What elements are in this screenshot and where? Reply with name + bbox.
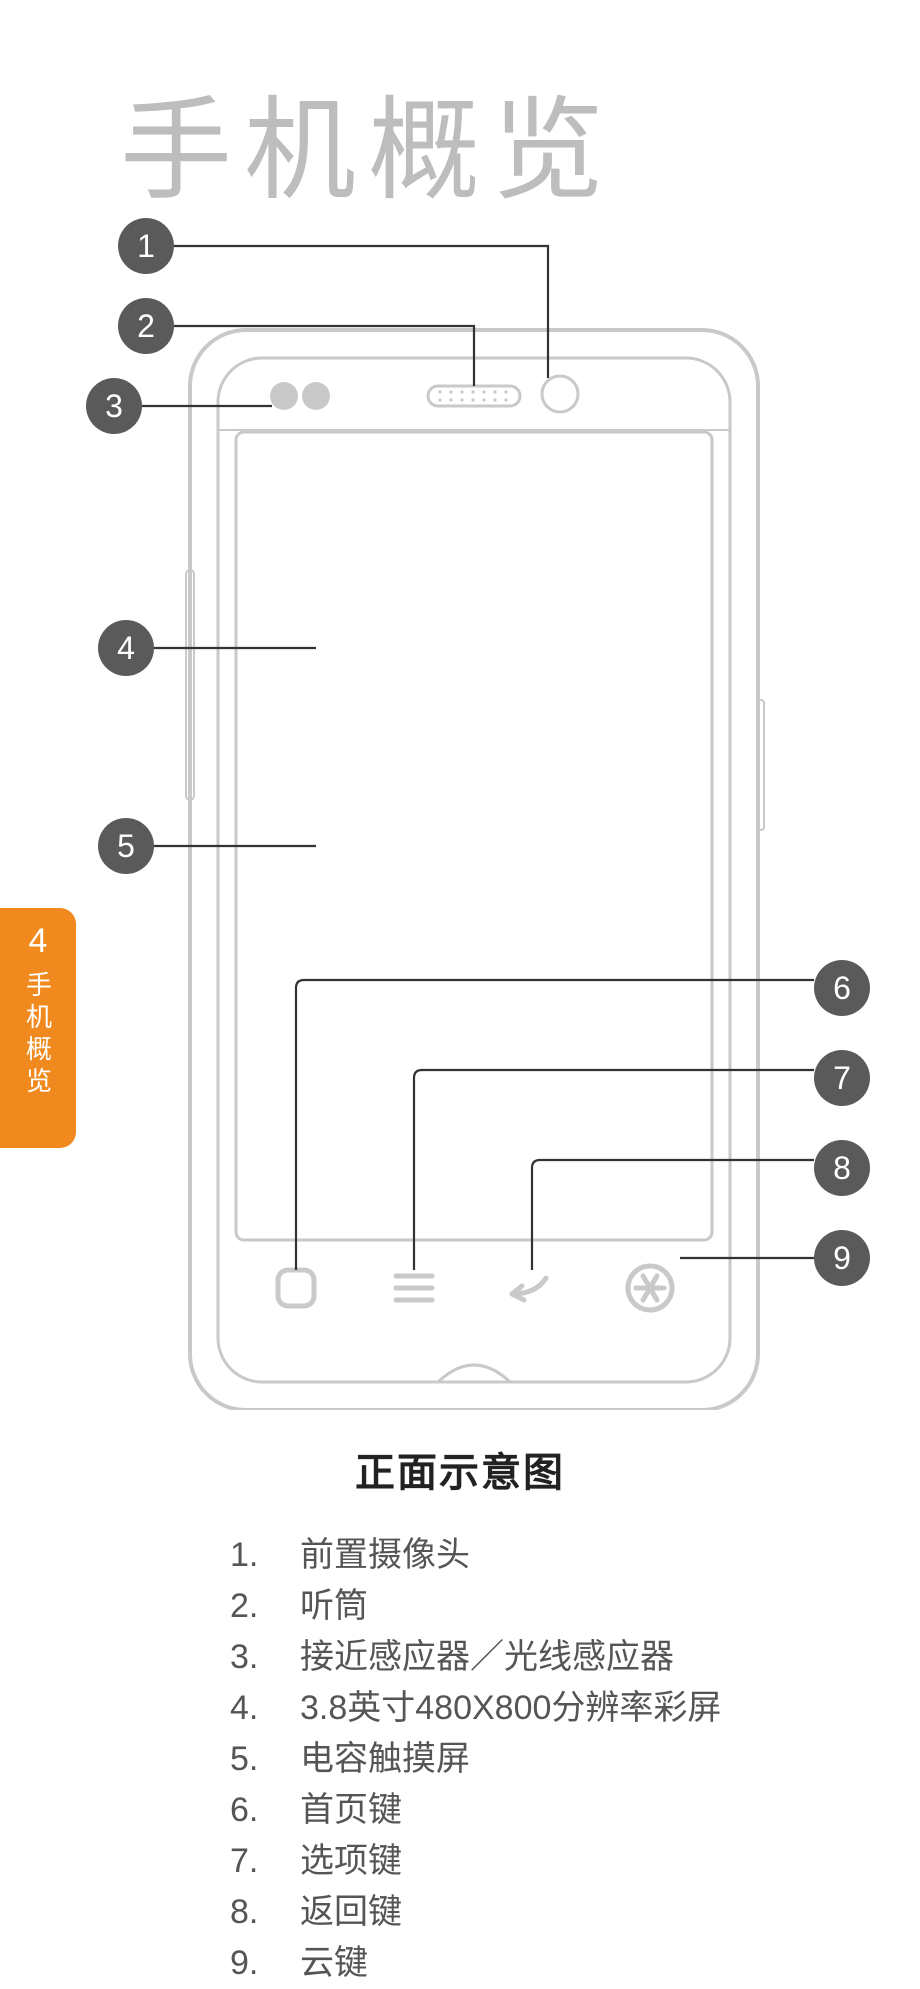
callout-badge-2: 2 [118,298,174,354]
legend-number: 6. [230,1785,300,1836]
legend-label: 3.8英寸480X800分辨率彩屏 [300,1683,721,1734]
callout-badge-5: 5 [98,818,154,874]
legend-row: 3.接近感应器／光线感应器 [230,1632,721,1683]
legend-label: 听筒 [300,1581,368,1632]
legend-number: 1. [230,1530,300,1581]
legend-number: 4. [230,1683,300,1734]
diagram-svg [0,190,920,1410]
diagram-caption: 正面示意图 [0,1440,920,1498]
legend-label: 首页键 [300,1785,402,1836]
legend-row: 2.听筒 [230,1581,721,1632]
legend-list: 1.前置摄像头2.听筒3.接近感应器／光线感应器4.3.8英寸480X800分辨… [230,1530,721,1989]
legend-row: 5.电容触摸屏 [230,1734,721,1785]
callout-badge-6: 6 [814,960,870,1016]
legend-row: 1.前置摄像头 [230,1530,721,1581]
legend-label: 返回键 [300,1887,402,1938]
legend-label: 接近感应器／光线感应器 [300,1632,674,1683]
legend-number: 7. [230,1836,300,1887]
callout-badge-9: 9 [814,1230,870,1286]
callout-badge-4: 4 [98,620,154,676]
legend-row: 6.首页键 [230,1785,721,1836]
callout-badge-8: 8 [814,1140,870,1196]
legend-label: 云键 [300,1938,368,1989]
legend-number: 9. [230,1938,300,1989]
legend-row: 4.3.8英寸480X800分辨率彩屏 [230,1683,721,1734]
callout-badge-1: 1 [118,218,174,274]
legend-number: 5. [230,1734,300,1785]
callout-badge-3: 3 [86,378,142,434]
phone-diagram: 1 2 3 4 5 6 7 8 9 [0,190,920,1410]
legend-label: 电容触摸屏 [300,1734,470,1785]
legend-number: 3. [230,1632,300,1683]
legend-row: 8.返回键 [230,1887,721,1938]
legend-row: 9.云键 [230,1938,721,1989]
legend-label: 选项键 [300,1836,402,1887]
legend-number: 2. [230,1581,300,1632]
legend-number: 8. [230,1887,300,1938]
legend-label: 前置摄像头 [300,1530,470,1581]
callout-badge-7: 7 [814,1050,870,1106]
legend-row: 7.选项键 [230,1836,721,1887]
